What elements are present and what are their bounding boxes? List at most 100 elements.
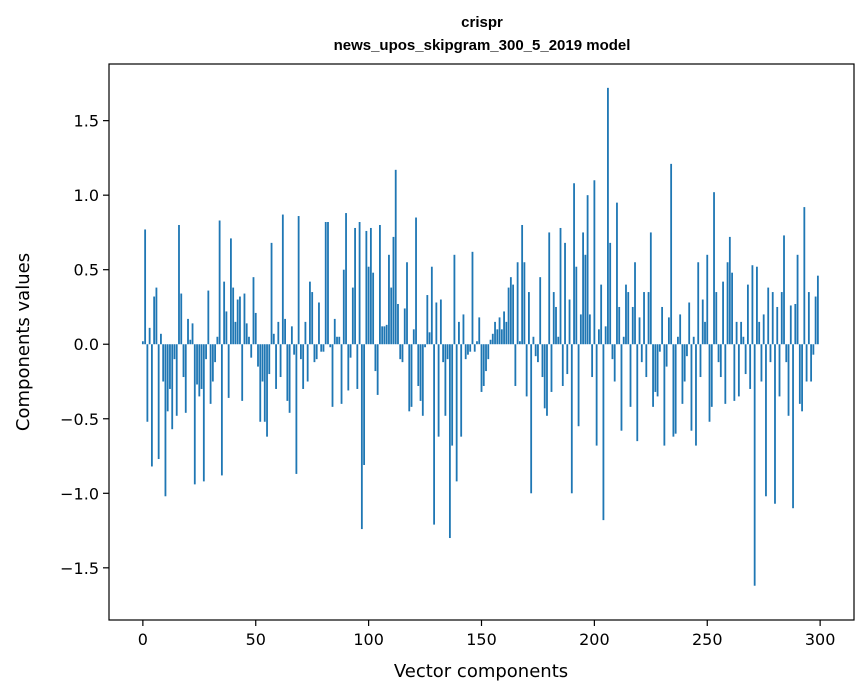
bar <box>810 344 813 382</box>
bar <box>505 321 508 345</box>
bar <box>616 202 618 345</box>
x-tick-label: 300 <box>805 630 836 649</box>
bar <box>471 251 474 345</box>
bar <box>507 287 510 345</box>
bar <box>198 344 201 397</box>
bar <box>550 344 553 392</box>
bar <box>575 266 578 345</box>
bar <box>372 272 375 345</box>
bar <box>166 344 169 412</box>
bar <box>803 207 806 345</box>
bar <box>516 262 519 345</box>
bar <box>814 296 817 345</box>
bar <box>737 344 740 397</box>
bar <box>577 344 580 427</box>
bar <box>758 321 761 345</box>
bar <box>665 344 668 367</box>
bar <box>783 235 785 345</box>
bar <box>227 344 230 398</box>
bars-group <box>141 87 819 586</box>
bar <box>710 344 713 407</box>
bar <box>232 287 235 345</box>
bar <box>202 344 205 482</box>
bar <box>243 293 246 345</box>
plot-frame <box>108 63 855 621</box>
y-axis-label: Components values <box>13 253 34 431</box>
x-tick-label: 250 <box>692 630 723 649</box>
bar <box>489 339 492 345</box>
bar <box>600 284 603 345</box>
bar <box>356 344 359 389</box>
bar <box>582 232 584 345</box>
bar <box>746 284 749 345</box>
bar <box>597 329 600 345</box>
bar <box>613 344 616 382</box>
bar <box>537 344 539 363</box>
bar <box>342 269 345 345</box>
y-tick-label: −0.5 <box>60 410 99 429</box>
bar <box>807 292 810 345</box>
bar <box>234 321 237 345</box>
bar <box>476 341 478 345</box>
bar <box>561 344 564 386</box>
bar <box>315 344 318 360</box>
bar <box>254 312 257 345</box>
bar <box>428 332 431 345</box>
bar <box>568 299 571 345</box>
bar <box>220 344 223 476</box>
bar <box>478 317 481 345</box>
bar <box>288 344 291 413</box>
bar <box>439 299 442 345</box>
bar <box>299 344 302 360</box>
bar <box>277 321 280 345</box>
bar <box>816 275 819 345</box>
bar <box>191 323 194 345</box>
chart-subtitle: news_upos_skipgram_300_5_2019 model <box>334 37 631 54</box>
bar <box>223 281 226 345</box>
bar <box>426 295 429 345</box>
bar <box>494 321 496 345</box>
bar <box>789 305 792 345</box>
x-axis-ticks: 0 50 100 150 200 250 300 <box>138 620 836 649</box>
bar <box>776 306 779 345</box>
bar <box>778 344 781 397</box>
bar <box>160 333 162 345</box>
bar <box>306 344 309 382</box>
bar <box>157 344 160 460</box>
bar <box>430 266 433 345</box>
bar <box>458 321 460 345</box>
bar <box>686 344 688 357</box>
bar <box>309 281 311 345</box>
y-axis-ticks: 1.5 1.0 0.5 0.0 −0.5 −1.0 −1.5 <box>60 112 109 578</box>
bar <box>631 306 634 345</box>
bar <box>376 344 379 395</box>
bar <box>218 220 221 345</box>
bar <box>248 336 250 345</box>
bar <box>410 344 413 407</box>
bar <box>625 284 627 345</box>
bar <box>415 217 417 345</box>
bar <box>381 326 384 345</box>
bar <box>388 254 390 345</box>
bar <box>683 344 686 382</box>
bar <box>514 344 517 386</box>
bar <box>555 306 557 345</box>
bar <box>688 302 691 345</box>
bar <box>704 321 706 345</box>
bar <box>239 296 241 345</box>
bar <box>453 254 456 345</box>
bar <box>523 262 526 345</box>
bar <box>462 314 465 345</box>
bar <box>205 344 207 360</box>
bar <box>656 344 659 397</box>
bar <box>690 344 693 431</box>
bar <box>573 183 575 345</box>
bar <box>424 344 426 348</box>
bar <box>771 292 774 345</box>
bar <box>171 344 174 430</box>
bar <box>284 318 286 345</box>
bar <box>652 344 654 407</box>
bar <box>302 344 305 389</box>
bar <box>559 227 562 345</box>
